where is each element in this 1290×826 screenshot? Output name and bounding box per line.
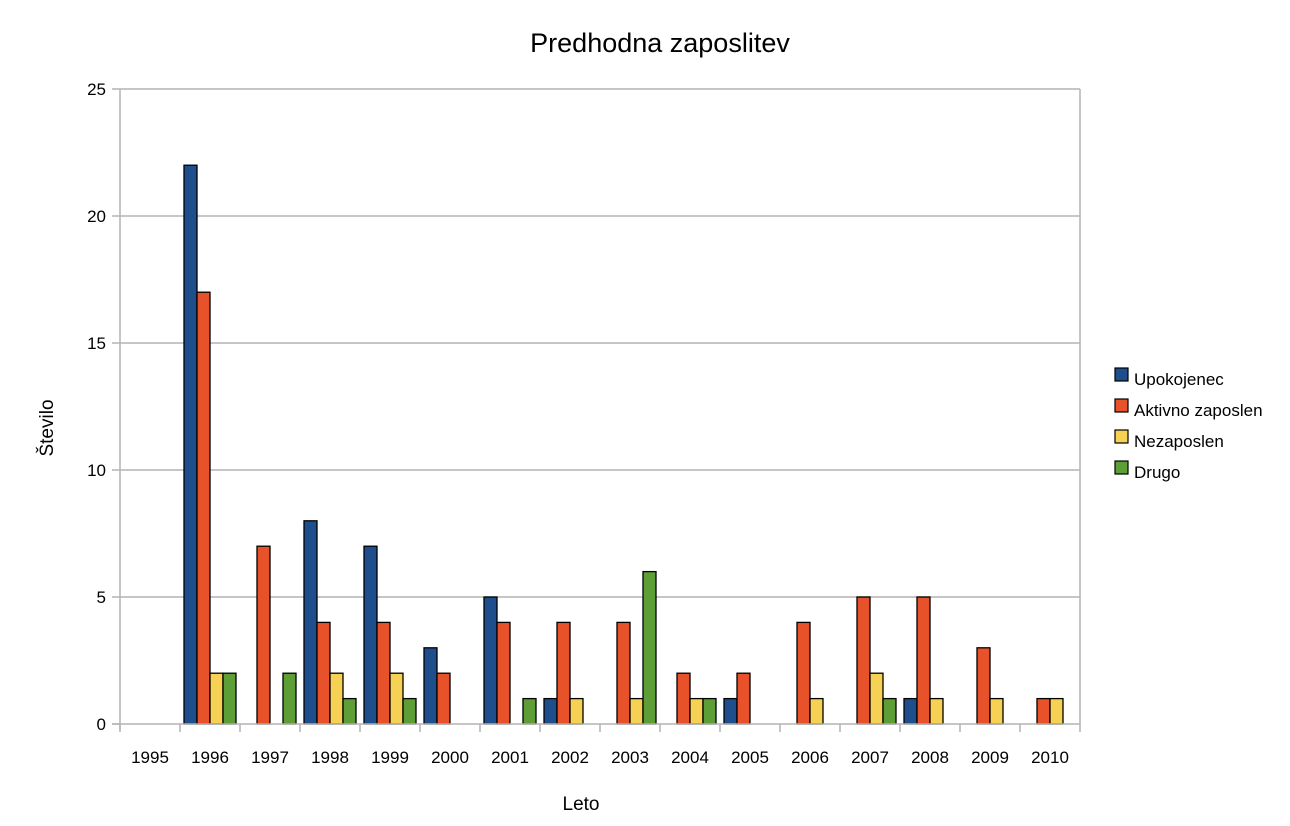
y-tick-label-2: 10 <box>87 461 106 480</box>
y-tick-label-0: 0 <box>97 715 106 734</box>
bar-2007-1 <box>856 596 871 725</box>
x-tick-label-2004: 2004 <box>671 748 709 767</box>
legend-swatch-3 <box>1114 460 1129 475</box>
bar-2002-2 <box>569 697 584 725</box>
bar-2003-1 <box>616 621 631 725</box>
x-tick-label-1996: 1996 <box>191 748 229 767</box>
x-tick-label-2001: 2001 <box>491 748 529 767</box>
x-tick-label-2009: 2009 <box>971 748 1009 767</box>
bar-1996-3 <box>222 672 237 725</box>
legend-swatch-0 <box>1114 367 1129 382</box>
legend-swatch-2 <box>1114 429 1129 444</box>
legend-label-0: Upokojenec <box>1134 370 1224 389</box>
y-tick-label-4: 20 <box>87 207 106 226</box>
x-tick-labels: 1995 1996 1997 1998 1999 2000 2001 2002 2003 2004… <box>131 748 1069 767</box>
bar-1999-1 <box>376 621 391 725</box>
bar-1999-0 <box>363 545 378 725</box>
bar-1998-3 <box>342 697 357 725</box>
legend: Upokojenec Aktivno zaposlen Nezaposlen Drug… <box>1114 367 1263 482</box>
bar-1996-0 <box>183 164 198 725</box>
bar-2005-0 <box>723 697 738 725</box>
x-tick-label-2003: 2003 <box>611 748 649 767</box>
bar-2000-0 <box>423 647 438 725</box>
bar-2001-0 <box>483 596 498 725</box>
bar-1997-1 <box>256 545 271 725</box>
bar-2004-3 <box>702 697 717 725</box>
x-tick-label-2008: 2008 <box>911 748 949 767</box>
bar-2000-1 <box>436 672 451 725</box>
x-axis-label: Leto <box>563 794 600 815</box>
y-tick-label-3: 15 <box>87 334 106 353</box>
bar-2004-2 <box>689 697 704 725</box>
bar-2008-2 <box>929 697 944 725</box>
chart-title: Predhodna zaposlitev <box>530 28 790 58</box>
x-tick-label-1999: 1999 <box>371 748 409 767</box>
bar-1996-1 <box>196 291 211 725</box>
y-axis-label: Število <box>36 399 58 456</box>
legend-label-3: Drugo <box>1134 463 1180 482</box>
bar-1997-3 <box>282 672 297 725</box>
bar-1998-1 <box>316 621 331 725</box>
bar-1999-3 <box>402 697 417 725</box>
bar-2006-2 <box>809 697 824 725</box>
bar-2008-0 <box>903 697 918 725</box>
bar-2010-1 <box>1036 697 1051 725</box>
y-tick-label-5: 25 <box>87 80 106 99</box>
x-tick-label-2000: 2000 <box>431 748 469 767</box>
x-tick-label-1995: 1995 <box>131 748 169 767</box>
x-tick-label-2007: 2007 <box>851 748 889 767</box>
x-tick-label-2006: 2006 <box>791 748 829 767</box>
bar-2005-1 <box>736 672 751 725</box>
bar-2007-3 <box>882 697 897 725</box>
bars <box>183 164 1064 725</box>
bar-1999-2 <box>389 672 404 725</box>
bar-2001-1 <box>496 621 511 725</box>
x-tick-label-2010: 2010 <box>1031 748 1069 767</box>
x-tick-label-2002: 2002 <box>551 748 589 767</box>
bar-2009-2 <box>989 697 1004 725</box>
bar-1996-2 <box>209 672 224 725</box>
bar-2007-2 <box>869 672 884 725</box>
bar-2008-1 <box>916 596 931 725</box>
bar-2009-1 <box>976 647 991 725</box>
bar-2002-1 <box>556 621 571 725</box>
x-tick-label-1998: 1998 <box>311 748 349 767</box>
bar-2004-1 <box>676 672 691 725</box>
bar-2001-3 <box>522 697 537 725</box>
bar-2002-0 <box>543 697 558 725</box>
y-tick-label-1: 5 <box>97 588 106 607</box>
bar-2003-3 <box>642 570 657 725</box>
y-tick-labels: 0 5 10 15 20 25 <box>87 80 106 734</box>
bar-2010-2 <box>1049 697 1064 725</box>
bar-1998-0 <box>303 520 318 725</box>
legend-label-1: Aktivno zaposlen <box>1134 401 1263 420</box>
axes <box>112 88 1081 732</box>
x-tick-label-2005: 2005 <box>731 748 769 767</box>
bar-2003-2 <box>629 697 644 725</box>
legend-swatch-1 <box>1114 398 1129 413</box>
legend-label-2: Nezaposlen <box>1134 432 1224 451</box>
x-tick-label-1997: 1997 <box>251 748 289 767</box>
bar-1998-2 <box>329 672 344 725</box>
bar-2006-1 <box>796 621 811 725</box>
